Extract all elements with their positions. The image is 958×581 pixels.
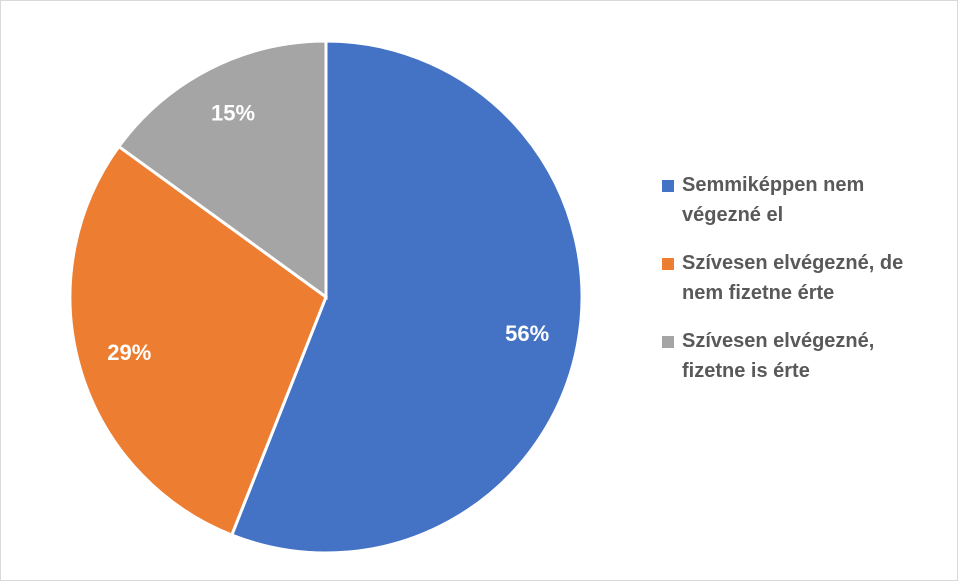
legend-swatch [662, 180, 674, 192]
legend-label: Szívesen elvégezné, de nem fizetne érte [682, 252, 904, 304]
legend-label: Semmiképpen nem végezné el [682, 174, 865, 226]
data-label: 15% [211, 100, 255, 125]
legend-item: Szívesen elvégezné, fizetne is érte [662, 326, 907, 386]
legend-item: Szívesen elvégezné, de nem fizetne érte [662, 248, 907, 308]
legend: Semmiképpen nem végezné el Szívesen elvég… [662, 170, 932, 404]
legend-label: Szívesen elvégezné, fizetne is érte [682, 330, 875, 382]
pie-slice [116, 39, 328, 300]
chart: 56% 29% 15% [68, 39, 584, 555]
legend-swatch [662, 336, 674, 348]
legend-item: Semmiképpen nem végezné el [662, 170, 907, 230]
data-label: 29% [107, 340, 151, 365]
legend-swatch [662, 258, 674, 270]
pie-slice [68, 144, 328, 537]
pie-slice [229, 39, 584, 555]
data-label: 56% [505, 321, 549, 346]
